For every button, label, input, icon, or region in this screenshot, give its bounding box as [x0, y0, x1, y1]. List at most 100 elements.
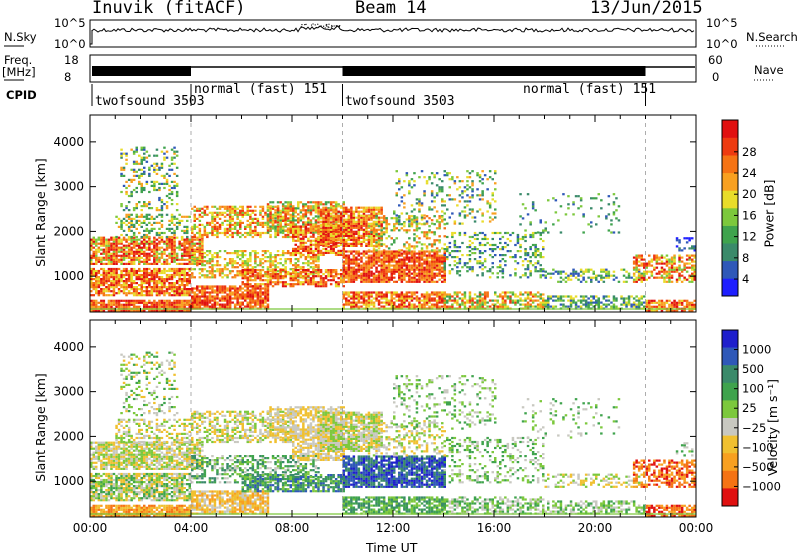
heatmap-cell	[423, 190, 426, 192]
heatmap-cell	[234, 274, 237, 276]
heatmap-cell	[216, 256, 219, 258]
heatmap-cell	[247, 293, 250, 295]
heatmap-cell	[110, 259, 113, 261]
heatmap-cell	[343, 239, 346, 241]
heatmap-cell	[416, 220, 419, 222]
heatmap-cell	[105, 290, 108, 292]
heatmap-cell	[123, 282, 126, 284]
heatmap-cell	[199, 258, 202, 260]
heatmap-cell	[118, 278, 121, 280]
heatmap-cell	[231, 291, 234, 293]
heatmap-cell	[229, 270, 232, 272]
heatmap-cell	[401, 263, 404, 265]
heatmap-cell	[146, 276, 149, 278]
heatmap-cell	[444, 277, 447, 279]
heatmap-cell	[358, 227, 361, 229]
heatmap-cell	[406, 259, 409, 261]
heatmap-cell	[297, 252, 300, 254]
heatmap-cell	[103, 259, 106, 261]
heatmap-cell	[168, 300, 171, 302]
heatmap-cell	[370, 273, 373, 275]
heatmap-cell	[292, 213, 295, 215]
heatmap-cell	[136, 147, 139, 149]
heatmap-cell	[355, 306, 358, 308]
heatmap-cell	[365, 245, 368, 247]
heatmap-cell	[249, 279, 252, 281]
heatmap-cell	[158, 290, 161, 292]
heatmap-cell	[315, 248, 318, 250]
heatmap-cell	[194, 293, 197, 295]
heatmap-cell	[287, 234, 290, 236]
heatmap-cell	[436, 275, 439, 277]
heatmap-cell	[375, 229, 378, 231]
heatmap-cell	[408, 182, 411, 184]
heatmap-cell	[214, 270, 217, 272]
heatmap-cell	[370, 300, 373, 302]
heatmap-cell	[113, 247, 116, 249]
heatmap-cell	[363, 217, 366, 219]
heatmap-cell	[178, 245, 181, 247]
heatmap-cell	[231, 287, 234, 289]
heatmap-cell	[436, 239, 439, 241]
heatmap-cell	[128, 236, 130, 238]
heatmap-cell	[378, 275, 381, 277]
heatmap-cell	[411, 277, 414, 279]
heatmap-cell	[300, 271, 303, 273]
heatmap-cell	[337, 285, 340, 287]
heatmap-cell	[307, 201, 310, 203]
heatmap-cell	[196, 302, 199, 304]
heatmap-cell	[262, 283, 265, 285]
heatmap-cell	[214, 302, 217, 304]
heatmap-cell	[138, 300, 141, 302]
heatmap-cell	[444, 257, 447, 259]
heatmap-cell	[433, 241, 436, 243]
heatmap-cell	[383, 279, 386, 281]
heatmap-cell	[247, 212, 250, 214]
heatmap-cell	[244, 297, 247, 299]
heatmap-cell	[259, 304, 262, 306]
heatmap-cell	[146, 228, 149, 230]
heatmap-cell	[115, 292, 118, 294]
heatmap-cell	[279, 210, 282, 212]
heatmap-cell	[130, 236, 133, 238]
heatmap-cell	[110, 272, 113, 274]
heatmap-cell	[315, 238, 318, 240]
heatmap-cell	[257, 300, 260, 302]
heatmap-cell	[153, 181, 156, 183]
heatmap-cell	[178, 272, 181, 274]
heatmap-cell	[244, 293, 247, 295]
heatmap-cell	[327, 250, 330, 252]
heatmap-cell	[368, 249, 371, 251]
heatmap-cell	[105, 304, 108, 306]
heatmap-cell	[433, 275, 436, 277]
heatmap-cell	[433, 261, 436, 263]
heatmap-cell	[297, 273, 300, 275]
heatmap-cell	[375, 259, 378, 261]
heatmap-cell	[171, 193, 174, 195]
heatmap-cell	[365, 257, 368, 259]
heatmap-cell	[133, 257, 136, 259]
heatmap-cell	[98, 243, 101, 245]
heatmap-cell	[206, 302, 209, 304]
heatmap-cell	[226, 304, 229, 306]
heatmap-cell	[335, 236, 338, 238]
heatmap-cell	[118, 290, 121, 292]
heatmap-cell	[123, 270, 126, 272]
heatmap-cell	[441, 281, 444, 283]
heatmap-cell	[302, 234, 305, 236]
heatmap-cell	[441, 277, 444, 279]
heatmap-cell	[166, 290, 169, 292]
heatmap-cell	[153, 263, 156, 265]
heatmap-cell	[254, 304, 257, 306]
heatmap-cell	[423, 255, 426, 257]
heatmap-cell	[214, 252, 217, 254]
heatmap-cell	[322, 281, 325, 283]
heatmap-cell	[196, 243, 199, 245]
heatmap-cell	[138, 181, 141, 183]
heatmap-cell	[325, 245, 328, 247]
heatmap-cell	[93, 278, 96, 280]
heatmap-cell	[297, 264, 300, 266]
heatmap-cell	[428, 265, 431, 267]
heatmap-cell	[146, 286, 149, 288]
heatmap-cell	[98, 278, 101, 280]
